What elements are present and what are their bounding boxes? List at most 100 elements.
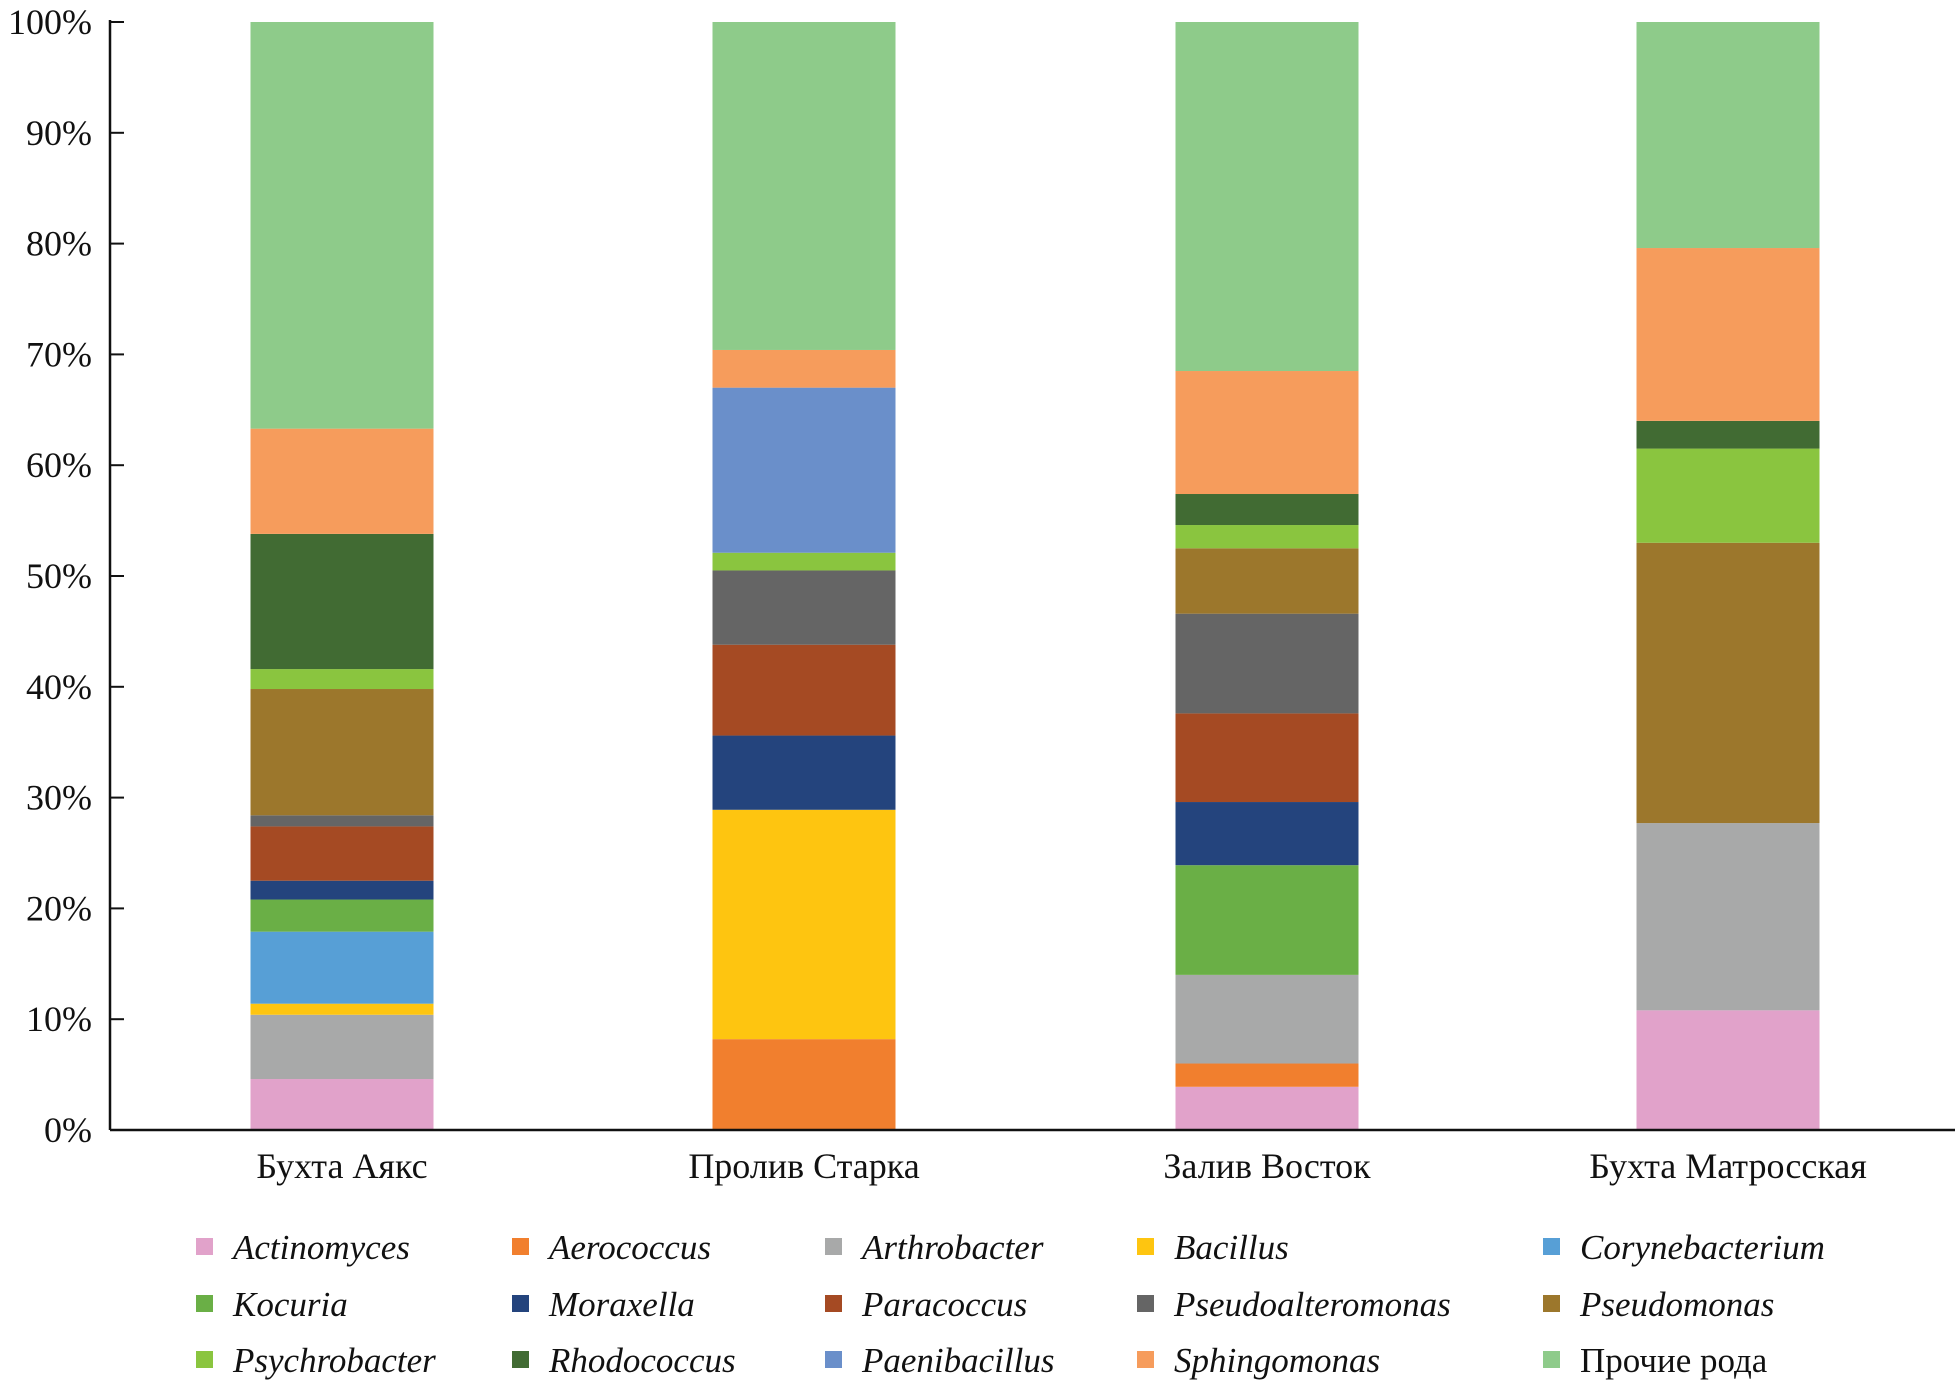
legend-label: Actinomyces [231, 1228, 410, 1267]
legend-label: Rhodococcus [548, 1341, 736, 1380]
category-label: Бухта Матросская [1589, 1146, 1867, 1186]
bar-segment-actinomyces [1636, 1010, 1820, 1130]
legend-label: Paenibacillus [861, 1341, 1054, 1380]
legend-swatch [825, 1351, 842, 1368]
legend-label: Sphingomonas [1174, 1341, 1380, 1380]
bar-segment-sphingomonas [1636, 248, 1820, 421]
bar-segment-rhodococcus [1175, 494, 1359, 526]
bar-segment-rhodococcus [1636, 420, 1820, 449]
bar-segment-прочие-рода [712, 22, 896, 350]
bar-segment-corynebacterium [250, 931, 434, 1004]
legend-swatch [825, 1238, 842, 1255]
bar-segment-kocuria [250, 899, 434, 932]
bar-segment-arthrobacter [250, 1014, 434, 1080]
bar-segment-paenibacillus [712, 387, 896, 553]
legend-label: Pseudoalteromonas [1173, 1285, 1451, 1324]
axes: 0% 10% 20% 30% 40% 50% 60% 70% 80% 90% 100% [8, 2, 1955, 1150]
legend-item: Paenibacillus [825, 1341, 1054, 1380]
bar-segment-paracoccus [712, 644, 896, 736]
legend-item: Bacillus [1137, 1228, 1289, 1267]
legend-swatch [512, 1295, 529, 1312]
bar-segment-moraxella [250, 880, 434, 900]
category-labels: Бухта Аякс Пролив Старка Залив Восток Бухта… [256, 1146, 1866, 1186]
bar-segment-paracoccus [1175, 713, 1359, 803]
bar-segment-прочие-рода [1636, 22, 1820, 249]
legend-label: Paracoccus [861, 1285, 1027, 1324]
bar-segment-psychrobacter [1636, 448, 1820, 543]
category-label: Пролив Старка [688, 1146, 919, 1186]
bar-segment-pseudomonas [250, 689, 434, 816]
legend-swatch [512, 1238, 529, 1255]
legend-label: Arthrobacter [860, 1228, 1044, 1267]
bar-segment-kocuria [1175, 865, 1359, 975]
bar-segment-actinomyces [250, 1079, 434, 1130]
y-tick-label: 40% [26, 667, 92, 707]
category-label: Залив Восток [1163, 1146, 1371, 1186]
category-label: Бухта Аякс [256, 1146, 427, 1186]
legend-item: Rhodococcus [512, 1341, 736, 1380]
legend-swatch [1543, 1295, 1560, 1312]
bar-segment-arthrobacter [1636, 823, 1820, 1011]
legend-label: Pseudomonas [1579, 1285, 1774, 1324]
legend-swatch [1137, 1351, 1154, 1368]
legend-swatch [825, 1295, 842, 1312]
bar-segment-aerococcus [1175, 1063, 1359, 1087]
legend-swatch [1137, 1295, 1154, 1312]
legend-item: Pseudoalteromonas [1137, 1285, 1451, 1324]
bars [250, 22, 1820, 1130]
bar-segment-psychrobacter [250, 669, 434, 690]
y-tick-label: 30% [26, 778, 92, 818]
bar-segment-psychrobacter [1175, 525, 1359, 549]
legend-label: Psychrobacter [232, 1341, 436, 1380]
legend-item: Corynebacterium [1543, 1228, 1825, 1267]
legend-label: Moraxella [548, 1285, 695, 1324]
legend-item: Pseudomonas [1543, 1285, 1774, 1324]
bar-segment-pseudomonas [1175, 548, 1359, 614]
legend-item: Psychrobacter [196, 1341, 436, 1380]
bar-segment-paracoccus [250, 826, 434, 881]
bar-segment-pseudoalteromonas [712, 570, 896, 645]
bar-segment-bacillus [250, 1003, 434, 1015]
y-tick-label: 20% [26, 888, 92, 928]
legend-item: Actinomyces [196, 1228, 410, 1267]
bar-segment-psychrobacter [712, 552, 896, 571]
legend: Actinomyces Aerococcus Arthrobacter Bacillu… [196, 1228, 1825, 1380]
bar-segment-sphingomonas [1175, 371, 1359, 495]
y-tick-label: 100% [8, 2, 92, 42]
legend-swatch [1137, 1238, 1154, 1255]
bar-segment-sphingomonas [712, 349, 896, 388]
bar-segment-arthrobacter [1175, 974, 1359, 1064]
y-tick-label: 60% [26, 445, 92, 485]
y-tick-label: 10% [26, 999, 92, 1039]
legend-item: Прочие рода [1543, 1341, 1768, 1380]
legend-swatch [196, 1295, 213, 1312]
legend-item: Aerococcus [512, 1228, 711, 1267]
bar-segment-sphingomonas [250, 428, 434, 534]
legend-label: Kocuria [232, 1285, 348, 1324]
bar-segment-moraxella [1175, 802, 1359, 866]
bar-segment-pseudoalteromonas [250, 815, 434, 827]
legend-swatch [196, 1238, 213, 1255]
legend-label: Bacillus [1174, 1228, 1289, 1267]
legend-item: Moraxella [512, 1285, 695, 1324]
y-tick-label: 80% [26, 224, 92, 264]
legend-swatch [1543, 1238, 1560, 1255]
bar-segment-прочие-рода [1175, 22, 1359, 372]
legend-item: Sphingomonas [1137, 1341, 1380, 1380]
y-tick-label: 90% [26, 113, 92, 153]
legend-swatch [1543, 1351, 1560, 1368]
legend-item: Paracoccus [825, 1285, 1027, 1324]
y-tick-label: 70% [26, 334, 92, 374]
y-tick-label: 50% [26, 556, 92, 596]
bar-segment-pseudoalteromonas [1175, 613, 1359, 714]
bar-segment-actinomyces [1175, 1086, 1359, 1130]
y-tick-label: 0% [44, 1110, 92, 1150]
bar-segment-прочие-рода [250, 22, 434, 429]
bar-segment-aerococcus [712, 1039, 896, 1130]
bar-segment-bacillus [712, 809, 896, 1040]
legend-swatch [196, 1351, 213, 1368]
legend-label: Aerococcus [547, 1228, 711, 1267]
legend-label: Corynebacterium [1580, 1228, 1825, 1267]
legend-label: Прочие рода [1580, 1341, 1768, 1380]
